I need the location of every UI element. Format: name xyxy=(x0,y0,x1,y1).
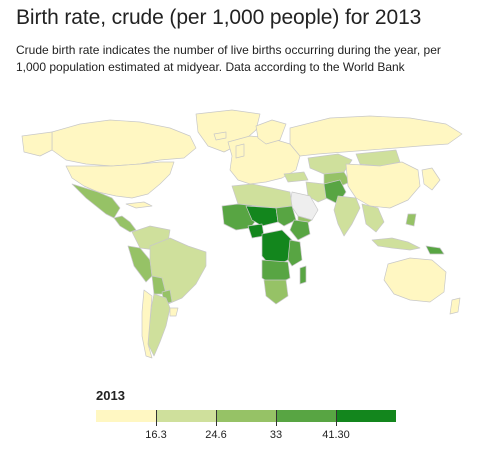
legend-tick-4 xyxy=(336,410,337,426)
region-central-america[interactable] xyxy=(113,215,137,233)
region-chile[interactable] xyxy=(141,289,153,359)
region-uruguay[interactable] xyxy=(169,307,179,317)
region-turkey[interactable] xyxy=(283,171,309,183)
region-scandinavia[interactable] xyxy=(255,119,287,145)
region-philippines[interactable] xyxy=(405,213,417,227)
world-choropleth-map xyxy=(21,109,463,359)
legend-bin-4 xyxy=(276,410,336,422)
region-nigeria[interactable] xyxy=(247,223,265,239)
region-alaska[interactable] xyxy=(21,131,53,157)
region-korea-japan[interactable] xyxy=(421,167,441,191)
region-madagascar[interactable] xyxy=(299,265,307,285)
page-subtitle: Crude birth rate indicates the number of… xyxy=(16,43,441,74)
region-cuba[interactable] xyxy=(125,201,153,209)
region-united-states[interactable] xyxy=(65,161,175,199)
legend-title: 2013 xyxy=(96,388,125,403)
legend-break-label-1: 16.3 xyxy=(145,429,167,441)
legend-bin-5 xyxy=(336,410,396,422)
legend-bin-1 xyxy=(96,410,156,422)
legend-tick-3 xyxy=(276,410,277,426)
region-canada[interactable] xyxy=(51,119,197,167)
region-china[interactable] xyxy=(345,161,421,209)
legend-break-label-2: 24.6 xyxy=(205,429,227,441)
region-ecuador-peru[interactable] xyxy=(127,245,153,283)
region-australia[interactable] xyxy=(383,257,447,303)
region-papua-new-guinea[interactable] xyxy=(425,245,445,255)
region-south-africa[interactable] xyxy=(263,279,289,305)
region-indonesia[interactable] xyxy=(371,237,421,251)
legend-break-label-3: 33 xyxy=(269,429,283,441)
region-kazakhstan[interactable] xyxy=(307,153,353,175)
region-sahel[interactable] xyxy=(245,205,279,227)
region-india[interactable] xyxy=(333,195,361,237)
legend-bin-3 xyxy=(216,410,276,422)
region-southeast-asia[interactable] xyxy=(361,203,385,233)
page-title: Birth rate, crude (per 1,000 people) for… xyxy=(16,6,422,29)
legend-break-label-4: 41.30 xyxy=(322,429,350,441)
region-east-africa[interactable] xyxy=(287,239,303,267)
region-new-zealand[interactable] xyxy=(449,297,461,315)
region-russia[interactable] xyxy=(289,115,463,157)
region-iceland[interactable] xyxy=(213,131,227,141)
legend-tick-1 xyxy=(156,410,157,426)
region-horn-of-africa[interactable] xyxy=(289,219,311,241)
region-uk[interactable] xyxy=(235,143,245,159)
legend-tick-2 xyxy=(216,410,217,426)
color-legend: 2013 16.3 24.6 33 41.30 xyxy=(0,384,482,454)
legend-color-bar xyxy=(96,410,396,422)
legend-bin-2 xyxy=(156,410,216,422)
region-sudan[interactable] xyxy=(275,205,297,227)
